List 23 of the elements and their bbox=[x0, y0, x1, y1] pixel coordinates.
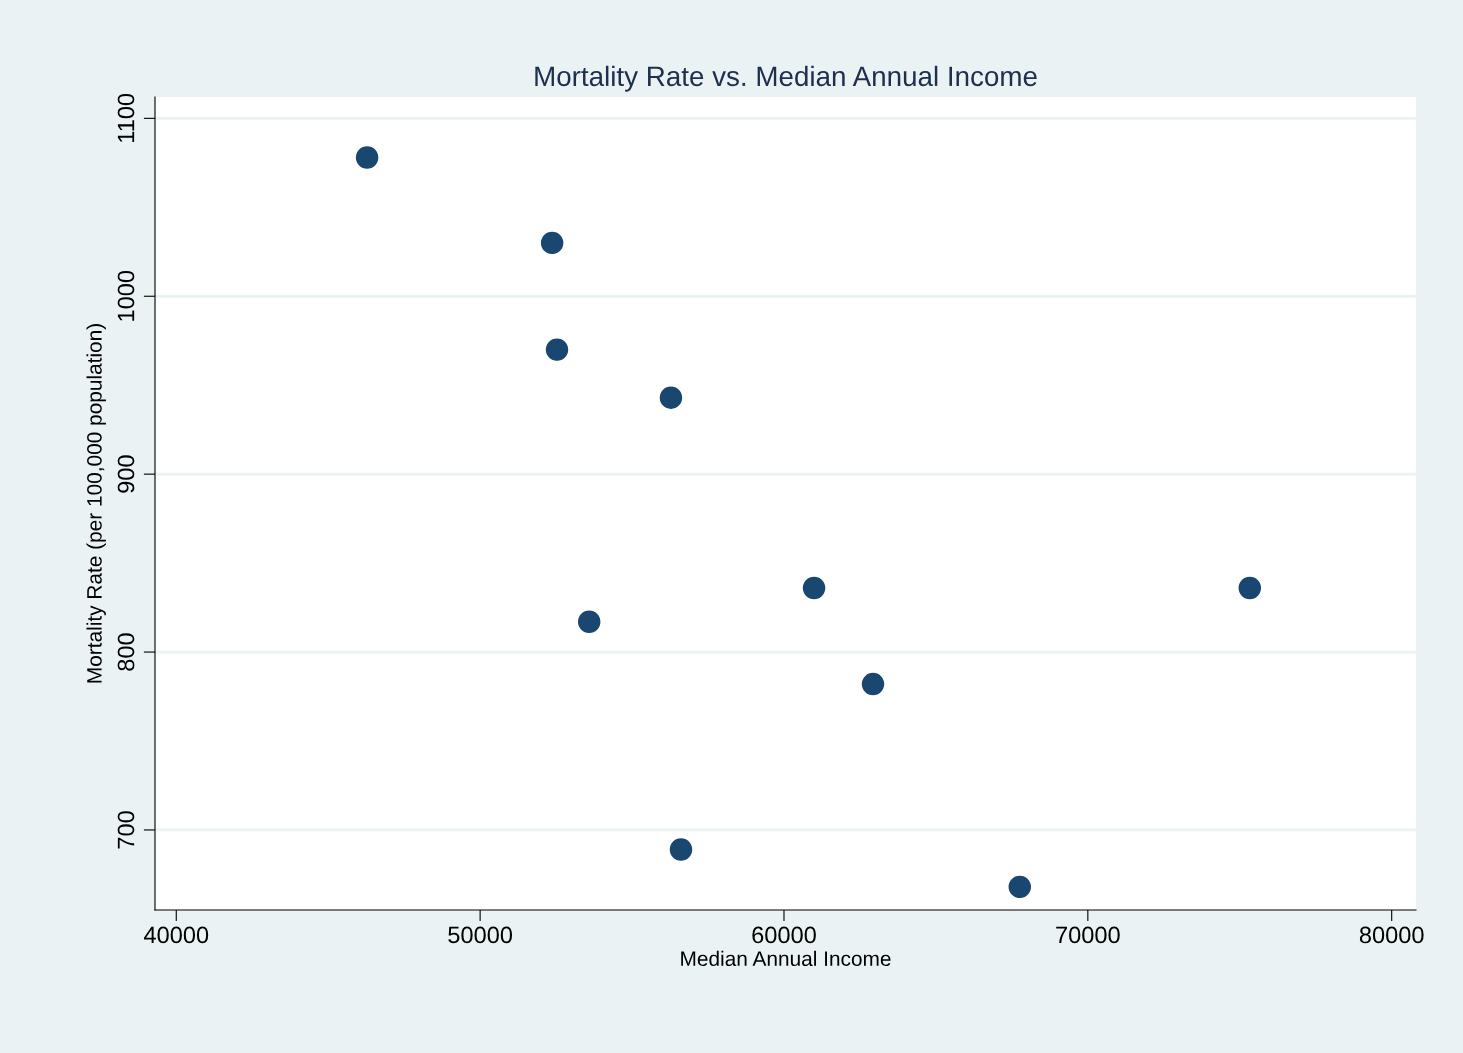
x-axis-title: Median Annual Income bbox=[681, 950, 891, 967]
point bbox=[545, 338, 569, 361]
x-tick-label: 60000 bbox=[752, 926, 816, 944]
y-tick-label: 700 bbox=[117, 811, 135, 849]
y-tick-label: 800 bbox=[117, 633, 135, 671]
point bbox=[1008, 875, 1031, 899]
point bbox=[1238, 576, 1262, 600]
point bbox=[540, 231, 564, 255]
chart-title: Mortality Rate vs. Median Annual Income bbox=[535, 65, 1037, 92]
point bbox=[577, 610, 601, 634]
x-tick-label: 80000 bbox=[1359, 926, 1424, 944]
point bbox=[355, 146, 379, 169]
x-tick-label: 50000 bbox=[448, 926, 513, 944]
y-axis-title: Mortality Rate (per 100,000 population) bbox=[86, 324, 106, 683]
point bbox=[669, 838, 693, 861]
point bbox=[861, 672, 885, 696]
x-tick-label: 70000 bbox=[1056, 926, 1120, 944]
point bbox=[802, 576, 826, 600]
y-tick-label: 900 bbox=[117, 455, 135, 493]
y-tick-label: 1000 bbox=[117, 270, 135, 321]
point bbox=[659, 386, 683, 409]
x-tick-label: 40000 bbox=[143, 926, 209, 944]
y-tick-label: 1100 bbox=[117, 93, 135, 142]
